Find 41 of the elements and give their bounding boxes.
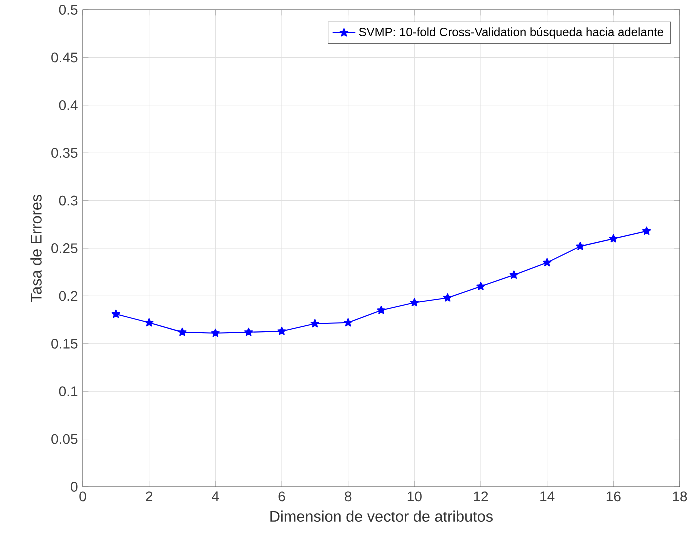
- point: [310, 319, 320, 328]
- x-axis-title: Dimension de vector de atributos: [270, 510, 493, 522]
- y-tick-label: 0.1: [59, 386, 78, 397]
- point: [244, 328, 254, 336]
- point: [377, 306, 386, 314]
- y-tick-label: 0.25: [52, 244, 78, 254]
- point: [609, 234, 618, 243]
- point: [344, 318, 353, 327]
- x-tick-label: 4: [212, 492, 220, 502]
- point: [542, 258, 552, 267]
- x-tick-label: 10: [408, 492, 422, 502]
- x-tick-label: 2: [146, 492, 153, 502]
- point: [410, 298, 420, 307]
- point: [211, 328, 220, 338]
- x-tick-label: 14: [540, 492, 555, 502]
- legend-label: SVMP: 10-fold Cross-Validation búsqueda hacia adelante: [359, 28, 664, 39]
- x-tick-label: 16: [606, 492, 621, 502]
- y-tick-label: 0.5: [59, 5, 78, 15]
- y-tick-label: 0.45: [52, 52, 78, 63]
- y-tick-label: 0.05: [52, 434, 78, 444]
- point: [178, 328, 187, 336]
- x-tick-label: 0: [80, 492, 86, 502]
- x-tick-label: 12: [474, 492, 488, 502]
- point: [510, 270, 519, 279]
- y-tick-label: 0.3: [59, 196, 78, 206]
- x-tick-label: 8: [345, 492, 352, 502]
- x-tick-label: 18: [673, 492, 688, 502]
- point: [112, 310, 121, 318]
- y-tick-label: 0.4: [59, 100, 78, 110]
- y-tick-label: 0.2: [59, 291, 78, 302]
- point: [144, 318, 154, 327]
- y-axis-title: Tasa de Errores: [30, 194, 42, 302]
- x-tick-label: 6: [278, 492, 286, 502]
- point: [443, 294, 452, 302]
- y-tick-label: 0.15: [52, 338, 78, 349]
- y-tick-label: 0.35: [52, 148, 78, 158]
- point: [476, 282, 486, 290]
- point: [576, 242, 585, 250]
- point: [278, 326, 286, 336]
- y-tick-label: 0: [71, 482, 78, 492]
- point: [642, 226, 652, 236]
